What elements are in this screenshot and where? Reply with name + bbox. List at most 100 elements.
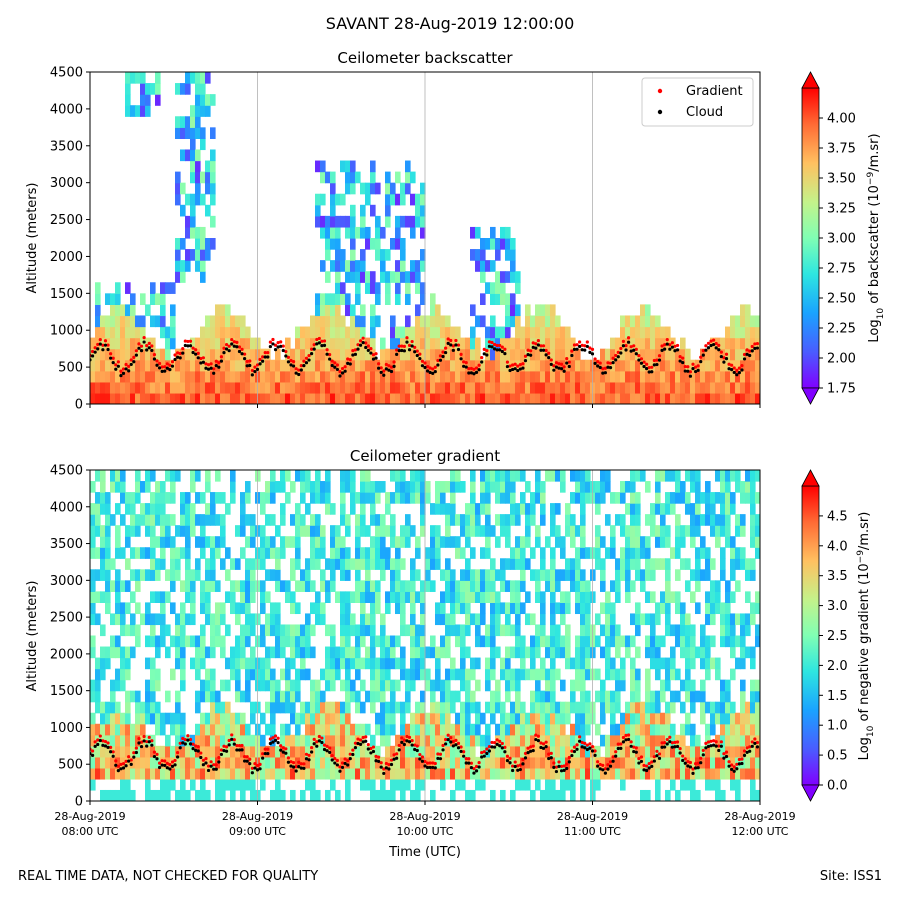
field-cell <box>440 613 446 626</box>
field-cell <box>420 392 426 404</box>
field-cell <box>340 359 346 372</box>
field-cell <box>550 789 556 801</box>
gradient-marker <box>402 738 406 742</box>
cloud-marker <box>745 352 749 356</box>
field-cell <box>295 646 301 659</box>
field-cell <box>615 646 621 659</box>
field-cell <box>490 359 496 372</box>
field-cell <box>370 204 376 217</box>
field-cell <box>665 326 671 339</box>
gradient-marker <box>742 749 747 753</box>
field-cell <box>260 591 266 603</box>
field-cell <box>525 558 531 570</box>
field-cell <box>340 767 346 780</box>
cloud-marker <box>235 748 239 752</box>
field-cell <box>395 756 401 769</box>
field-cell <box>160 381 166 394</box>
cloud-marker <box>415 748 419 753</box>
gradient-marker <box>650 760 654 764</box>
field-cell <box>365 580 371 592</box>
field-cell <box>510 381 516 394</box>
field-cell <box>440 348 446 361</box>
cloud-marker <box>307 358 311 362</box>
gradient-marker <box>106 343 110 347</box>
field-cell <box>720 734 726 747</box>
field-cell <box>680 392 686 404</box>
field-cell <box>685 635 691 648</box>
field-cell <box>600 569 606 581</box>
field-cell <box>400 778 406 791</box>
field-cell <box>615 392 621 404</box>
field-cell <box>655 646 661 659</box>
field-cell <box>330 701 336 714</box>
field-cell <box>170 712 176 725</box>
field-cell <box>335 337 341 350</box>
field-cell <box>285 734 291 747</box>
field-cell <box>465 370 471 383</box>
gradient-marker <box>714 341 718 346</box>
gradient-marker <box>237 744 242 748</box>
cloud-marker <box>284 751 288 755</box>
field-cell <box>125 646 131 659</box>
field-cell <box>550 734 556 747</box>
field-cell <box>490 767 496 780</box>
cloud-marker <box>209 366 213 370</box>
field-cell <box>165 712 171 725</box>
gradient-marker <box>575 743 579 747</box>
field-cell <box>405 392 411 404</box>
field-cell <box>420 514 426 526</box>
field-cell <box>280 547 286 559</box>
field-cell <box>615 745 621 758</box>
cloud-marker <box>371 357 376 361</box>
field-cell <box>555 712 561 725</box>
field-cell <box>210 127 216 139</box>
field-cell <box>755 514 760 526</box>
field-cell <box>745 304 751 317</box>
field-cell <box>215 778 221 791</box>
field-cell <box>305 337 311 350</box>
field-cell <box>415 789 421 801</box>
field-cell <box>505 304 511 317</box>
field-cell <box>610 767 616 780</box>
field-cell <box>375 668 381 681</box>
field-cell <box>675 348 681 361</box>
field-cell <box>290 370 296 383</box>
field-cell <box>635 370 641 383</box>
field-cell <box>205 348 211 361</box>
field-cell <box>640 580 646 592</box>
field-cell <box>205 789 211 801</box>
field-cell <box>755 712 760 725</box>
field-cell <box>390 193 396 206</box>
field-cell <box>500 370 506 383</box>
field-cell <box>345 326 351 339</box>
gradient-marker <box>626 336 631 340</box>
field-cell <box>480 635 486 648</box>
field-cell <box>290 690 296 703</box>
field-cell <box>280 503 286 515</box>
field-cell <box>265 756 271 769</box>
field-cell <box>655 481 661 493</box>
field-cell <box>195 470 201 482</box>
gradient-marker <box>163 365 167 369</box>
field-cell <box>725 503 731 515</box>
field-cell <box>710 723 716 736</box>
field-cell <box>185 83 191 95</box>
gradient-marker <box>284 349 288 354</box>
field-cell <box>335 646 341 659</box>
field-cell <box>190 602 196 615</box>
field-cell <box>320 337 326 350</box>
field-cell <box>745 558 751 570</box>
field-cell <box>445 525 451 537</box>
field-cell <box>330 226 336 239</box>
field-cell <box>550 778 556 791</box>
field-cell <box>550 624 556 637</box>
field-cell <box>190 481 196 493</box>
field-cell <box>750 470 756 482</box>
field-cell <box>260 536 266 548</box>
field-cell <box>715 668 721 681</box>
field-cell <box>730 712 736 725</box>
gradient-marker <box>330 359 334 363</box>
field-cell <box>125 72 131 84</box>
field-cell <box>95 690 101 703</box>
field-cell <box>410 171 416 184</box>
